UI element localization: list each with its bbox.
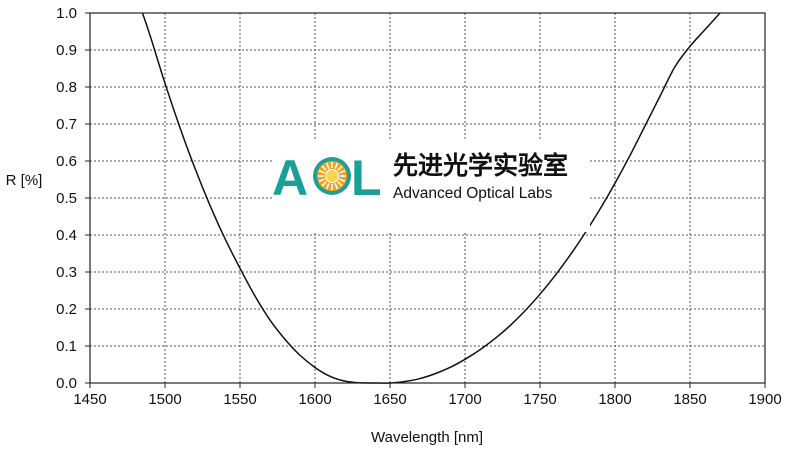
logo-letter-a: A — [272, 150, 308, 206]
y-tick-label: 0.6 — [56, 153, 77, 170]
x-tick-label: 1700 — [448, 391, 481, 408]
logo-letter-l: L — [351, 150, 382, 206]
logo-chinese-name: 先进光学实验室 — [393, 151, 568, 180]
y-tick-label: 0.0 — [56, 375, 77, 392]
logo-english-name: Advanced Optical Labs — [393, 185, 553, 202]
x-tick-label: 1900 — [748, 391, 781, 408]
x-tick-label: 1650 — [373, 391, 406, 408]
y-tick-label: 0.2 — [56, 301, 77, 318]
x-tick-label: 1800 — [598, 391, 631, 408]
x-tick-label: 1450 — [73, 391, 106, 408]
y-tick-label: 0.1 — [56, 338, 77, 355]
y-tick-label: 0.7 — [56, 116, 77, 133]
x-tick-label: 1500 — [148, 391, 181, 408]
y-axis-title: R [%] — [6, 172, 43, 189]
x-tick-labels: 1450 1500 1550 1600 1650 1700 1750 1800 1850 1900 — [73, 391, 781, 408]
y-tick-label: 0.8 — [56, 79, 77, 96]
sun-icon — [313, 157, 351, 195]
x-tick-label: 1550 — [223, 391, 256, 408]
x-tick-label: 1600 — [298, 391, 331, 408]
y-tick-label: 0.9 — [56, 42, 77, 59]
y-tick-label: 0.5 — [56, 190, 77, 207]
x-tick-label: 1750 — [523, 391, 556, 408]
x-axis-title: Wavelength [nm] — [371, 429, 483, 446]
y-tick-labels: 0.0 0.1 0.2 0.3 0.4 0.5 0.6 0.7 0.8 0.9 1.0 — [56, 5, 77, 392]
y-tick-label: 0.4 — [56, 227, 77, 244]
reflectance-curve — [141, 12, 721, 384]
plot-frame — [89, 12, 766, 384]
x-tick-label: 1850 — [673, 391, 706, 408]
y-tick-label: 1.0 — [56, 5, 77, 22]
series-layer — [141, 12, 721, 384]
y-tick-label: 0.3 — [56, 264, 77, 281]
aol-logo: A L 先进光学实验室 Advanced Optical Labs — [272, 140, 590, 232]
